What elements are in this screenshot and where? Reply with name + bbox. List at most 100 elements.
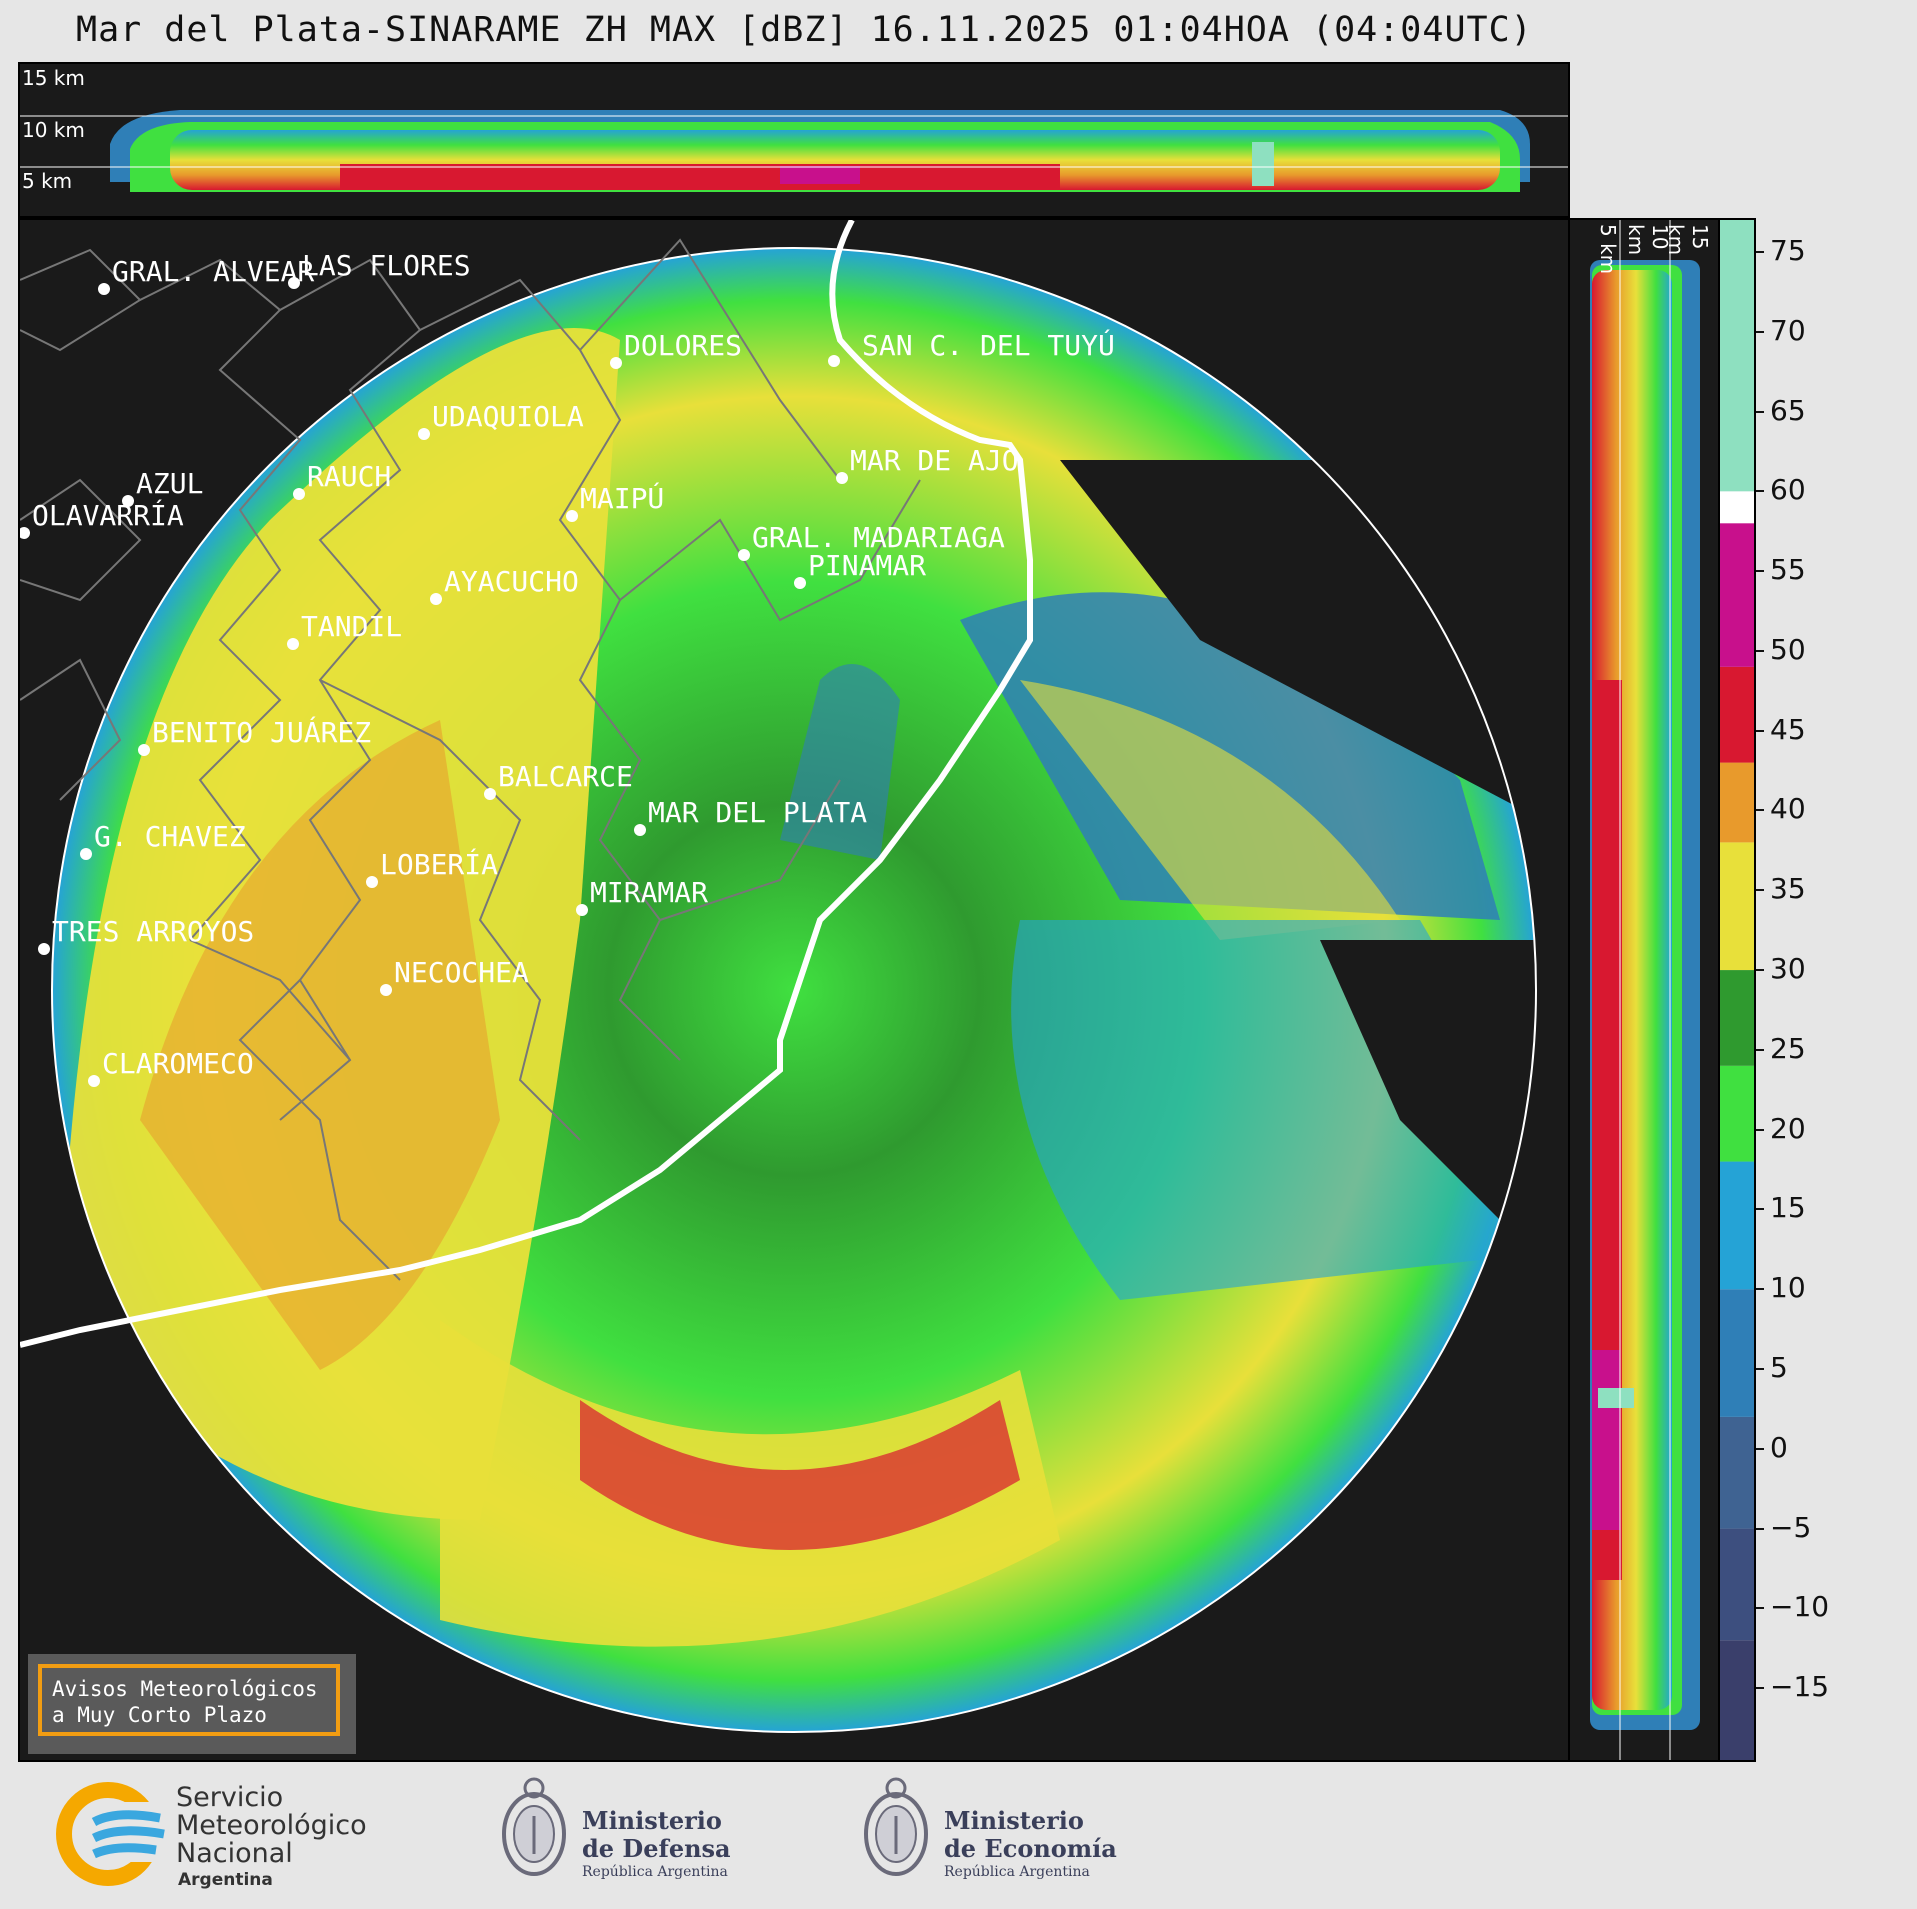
colorbar-tick-label: 40 bbox=[1770, 792, 1806, 826]
colorbar-tick-mark bbox=[1756, 809, 1764, 812]
city-dot bbox=[794, 577, 806, 589]
city-dot bbox=[20, 527, 30, 539]
top-profile-graphic bbox=[20, 110, 1568, 192]
colorbar-band bbox=[1720, 523, 1754, 667]
city-label: CLAROMECO bbox=[102, 1047, 254, 1080]
side-profile-graphic bbox=[1590, 220, 1700, 1760]
side-height-label-15: 15 km bbox=[1664, 224, 1712, 256]
city-label: OLAVARRÍA bbox=[32, 498, 184, 532]
colorbar-tick-label: −10 bbox=[1770, 1590, 1830, 1624]
colorbar-tick-mark bbox=[1756, 1368, 1764, 1370]
colorbar-tick-label: 20 bbox=[1770, 1111, 1806, 1145]
economia-logo: Ministerio de Economía República Argenti… bbox=[856, 1772, 1117, 1896]
smn-line-4: Argentina bbox=[178, 1870, 273, 1890]
top-height-label-15: 15 km bbox=[22, 66, 85, 90]
city-dot bbox=[828, 355, 840, 367]
reflectivity-field bbox=[52, 248, 1536, 1732]
city-label: MAIPÚ bbox=[580, 481, 664, 515]
colorbar bbox=[1718, 218, 1756, 1762]
city-label: TANDIL bbox=[301, 610, 402, 643]
city-dot bbox=[38, 943, 50, 955]
radar-map[interactable]: GRAL. ALVEAR LAS FLORES DOLORES SAN C. DEL … bbox=[18, 218, 1570, 1762]
city-label: MIRAMAR bbox=[590, 876, 708, 909]
city-dot bbox=[566, 510, 578, 522]
colorbar-band bbox=[1720, 666, 1754, 763]
side-height-label-5: 5 km bbox=[1596, 224, 1620, 275]
colorbar-tick-label: 45 bbox=[1770, 712, 1806, 746]
colorbar-band bbox=[1720, 1161, 1754, 1290]
top-height-label-10: 10 km bbox=[22, 118, 85, 142]
colorbar-tick-mark bbox=[1756, 1128, 1764, 1131]
colorbar-band bbox=[1720, 842, 1754, 971]
notice-line-1: Avisos Meteorológicos bbox=[52, 1677, 318, 1701]
city-dot bbox=[88, 1075, 100, 1087]
city-dot bbox=[418, 428, 430, 440]
city-label: LOBERÍA bbox=[380, 847, 498, 881]
city-dot bbox=[836, 472, 848, 484]
colorbar-tick-label: 55 bbox=[1770, 553, 1806, 587]
colorbar-tick-label: −15 bbox=[1770, 1670, 1830, 1704]
colorbar-tick-label: 35 bbox=[1770, 872, 1806, 906]
city-label: GRAL. MADARIAGA bbox=[752, 521, 1005, 554]
city-label: MAR DEL PLATA bbox=[648, 796, 867, 829]
top-height-label-5: 5 km bbox=[22, 169, 73, 193]
defensa-seal-icon bbox=[502, 1777, 566, 1876]
colorbar-tick-mark bbox=[1756, 1527, 1764, 1530]
colorbar-tick-label: 50 bbox=[1770, 632, 1806, 666]
city-dot bbox=[98, 283, 110, 295]
city-dot bbox=[738, 549, 750, 561]
colorbar-tick-mark bbox=[1756, 410, 1764, 413]
notice-border: Avisos Meteorológicos a Muy Corto Plazo bbox=[38, 1664, 340, 1736]
city-dot bbox=[576, 904, 588, 916]
city-dot bbox=[122, 495, 134, 507]
city-dot bbox=[634, 824, 646, 836]
city-dot bbox=[80, 848, 92, 860]
city-dot bbox=[287, 638, 299, 650]
colorbar-tick-label: 75 bbox=[1770, 233, 1806, 267]
colorbar-band bbox=[1720, 1528, 1754, 1641]
city-label: G. CHAVEZ bbox=[94, 820, 246, 853]
top-height-profile: 15 km 10 km 5 km bbox=[18, 62, 1570, 218]
map-title: Mar del Plata-SINARAME ZH MAX [dBZ] 16.1… bbox=[76, 10, 1533, 50]
colorbar-tick-mark bbox=[1756, 889, 1764, 892]
colorbar-tick-label: 70 bbox=[1770, 313, 1806, 347]
colorbar-tick-label: 10 bbox=[1770, 1271, 1806, 1305]
city-label: GRAL. ALVEAR bbox=[112, 255, 314, 288]
district-boundaries bbox=[20, 238, 921, 1281]
colorbar-tick-label: 0 bbox=[1770, 1430, 1788, 1464]
colorbar-tick-label: 65 bbox=[1770, 393, 1806, 427]
colorbar-tick-mark bbox=[1756, 969, 1764, 972]
city-dot bbox=[610, 357, 622, 369]
city-label: AYACUCHO bbox=[444, 565, 579, 598]
city-label: BALCARCE bbox=[498, 760, 633, 793]
smn-logo-icon bbox=[56, 1782, 166, 1886]
city-dot bbox=[293, 488, 305, 500]
colorbar-tick-mark bbox=[1756, 1447, 1764, 1450]
colorbar-tick-label: 15 bbox=[1770, 1191, 1806, 1225]
city-dot bbox=[138, 744, 150, 756]
city-label: BENITO JUÁREZ bbox=[152, 715, 371, 749]
colorbar-tick-label: −5 bbox=[1770, 1510, 1812, 1544]
notice-box: Avisos Meteorológicos a Muy Corto Plazo bbox=[28, 1654, 356, 1754]
colorbar-band bbox=[1720, 1289, 1754, 1417]
colorbar-tick-mark bbox=[1756, 250, 1764, 253]
city-label: PINAMAR bbox=[808, 549, 926, 582]
city-label: AZUL bbox=[136, 467, 203, 500]
smn-line-1: Servicio bbox=[176, 1782, 284, 1813]
colorbar-tick-label: 25 bbox=[1770, 1031, 1806, 1065]
colorbar-tick-mark bbox=[1756, 1687, 1764, 1690]
colorbar-tick-label: 60 bbox=[1770, 473, 1806, 507]
colorbar-tick-mark bbox=[1756, 1288, 1764, 1291]
city-dot bbox=[484, 788, 496, 800]
city-label: SAN C. DEL TUYÚ bbox=[862, 328, 1115, 362]
colorbar-band bbox=[1720, 762, 1754, 843]
city-label: DOLORES bbox=[624, 329, 742, 362]
city-label: MAR DE AJO bbox=[850, 444, 1019, 477]
city-label: TRES ARROYOS bbox=[52, 915, 254, 948]
economia-line-3: República Argentina bbox=[944, 1864, 1090, 1880]
economia-line-2: de Economía bbox=[944, 1834, 1117, 1863]
economia-line-1: Ministerio bbox=[944, 1806, 1084, 1835]
city-dot bbox=[288, 277, 300, 289]
